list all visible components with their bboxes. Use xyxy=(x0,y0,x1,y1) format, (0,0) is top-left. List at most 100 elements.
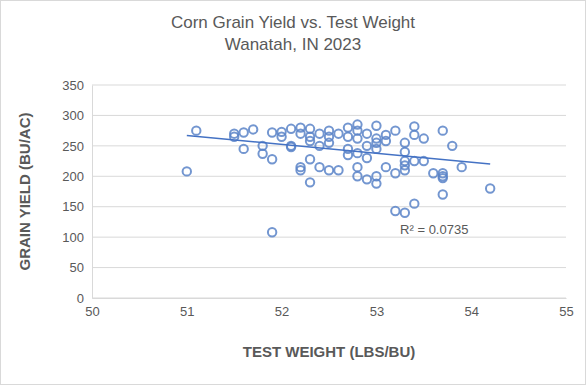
point xyxy=(353,172,361,180)
point xyxy=(372,179,380,187)
point xyxy=(296,123,304,131)
x-tick: 53 xyxy=(370,298,384,319)
x-tick-label: 55 xyxy=(559,304,573,319)
point xyxy=(325,166,333,174)
scatter-points xyxy=(183,120,495,236)
grid-line xyxy=(92,176,566,177)
x-tick: 52 xyxy=(275,298,289,319)
point xyxy=(287,143,295,151)
marks xyxy=(183,120,495,236)
point xyxy=(410,157,418,165)
point xyxy=(268,228,276,236)
y-tick-label: 200 xyxy=(62,169,84,184)
point xyxy=(439,174,447,182)
point xyxy=(372,145,380,153)
point xyxy=(401,148,409,156)
point xyxy=(277,128,285,136)
point xyxy=(287,125,295,133)
point xyxy=(353,163,361,171)
chart: 050100150200250300350505152535455R² = 0.… xyxy=(0,0,586,385)
x-tick: 50 xyxy=(85,298,99,319)
y-tick-label: 100 xyxy=(62,230,84,245)
point xyxy=(410,199,418,207)
point xyxy=(315,129,323,137)
point xyxy=(353,134,361,142)
point xyxy=(183,167,191,175)
point xyxy=(334,129,342,137)
point xyxy=(363,129,371,137)
point xyxy=(401,209,409,217)
x-tick: 51 xyxy=(180,298,194,319)
point xyxy=(429,169,437,177)
point xyxy=(334,166,342,174)
x-tick-label: 51 xyxy=(180,304,194,319)
point xyxy=(296,166,304,174)
point xyxy=(325,139,333,147)
grid-line xyxy=(92,85,566,86)
point xyxy=(353,149,361,157)
y-tick: 150 xyxy=(62,199,92,214)
point xyxy=(391,169,399,177)
y-tick-label: 350 xyxy=(62,78,84,93)
x-axis-title: TEST WEIGHT (LBS/BU) xyxy=(243,343,416,360)
y-axis-line xyxy=(92,86,93,299)
point xyxy=(410,122,418,130)
x-tick: 55 xyxy=(559,298,573,319)
y-tick: 350 xyxy=(62,78,92,93)
point xyxy=(410,131,418,139)
y-axis-title: GRAIN YIELD (BU/AC) xyxy=(16,112,33,270)
x-tick-label: 54 xyxy=(464,304,478,319)
point xyxy=(306,137,314,145)
point xyxy=(420,134,428,142)
subtitle: Wanatah, IN 2023 xyxy=(225,35,361,54)
grid-line xyxy=(92,237,566,238)
grid-line xyxy=(92,206,566,207)
y-tick: 100 xyxy=(62,230,92,245)
grid-line xyxy=(92,115,566,116)
x-tick: 54 xyxy=(464,298,478,319)
point xyxy=(363,154,371,162)
point xyxy=(391,126,399,134)
point xyxy=(239,128,247,136)
x-tick-label: 52 xyxy=(275,304,289,319)
title: Corn Grain Yield vs. Test Weight xyxy=(171,13,415,32)
point xyxy=(401,166,409,174)
x-tick-label: 53 xyxy=(370,304,384,319)
point xyxy=(372,122,380,130)
point xyxy=(249,125,257,133)
point xyxy=(439,190,447,198)
point xyxy=(401,139,409,147)
point xyxy=(344,151,352,159)
point xyxy=(382,163,390,171)
point xyxy=(486,184,494,192)
y-tick: 250 xyxy=(62,139,92,154)
point xyxy=(344,133,352,141)
point xyxy=(382,137,390,145)
point xyxy=(458,163,466,171)
trend-line xyxy=(187,136,490,165)
point xyxy=(448,142,456,150)
grid xyxy=(92,85,566,298)
annotation: R² = 0.0735 xyxy=(400,222,468,237)
x-tick-label: 50 xyxy=(85,304,99,319)
point xyxy=(306,178,314,186)
y-tick-label: 150 xyxy=(62,199,84,214)
point xyxy=(363,175,371,183)
point xyxy=(315,163,323,171)
y-tick-label: 300 xyxy=(62,108,84,123)
y-tick: 300 xyxy=(62,108,92,123)
point xyxy=(391,207,399,215)
y-axis: 0 50 100 150 200 250 300 350 xyxy=(62,78,92,306)
x-axis: 50 51 52 53 54 55 xyxy=(85,298,573,319)
y-tick-label: 50 xyxy=(70,260,84,275)
x-axis-line xyxy=(93,298,567,299)
chart-frame xyxy=(1,1,586,385)
point xyxy=(258,150,266,158)
y-tick-label: 0 xyxy=(77,291,84,306)
grid-line xyxy=(92,298,566,299)
point xyxy=(439,126,447,134)
y-tick: 200 xyxy=(62,169,92,184)
point xyxy=(192,126,200,134)
point xyxy=(306,155,314,163)
point xyxy=(363,142,371,150)
